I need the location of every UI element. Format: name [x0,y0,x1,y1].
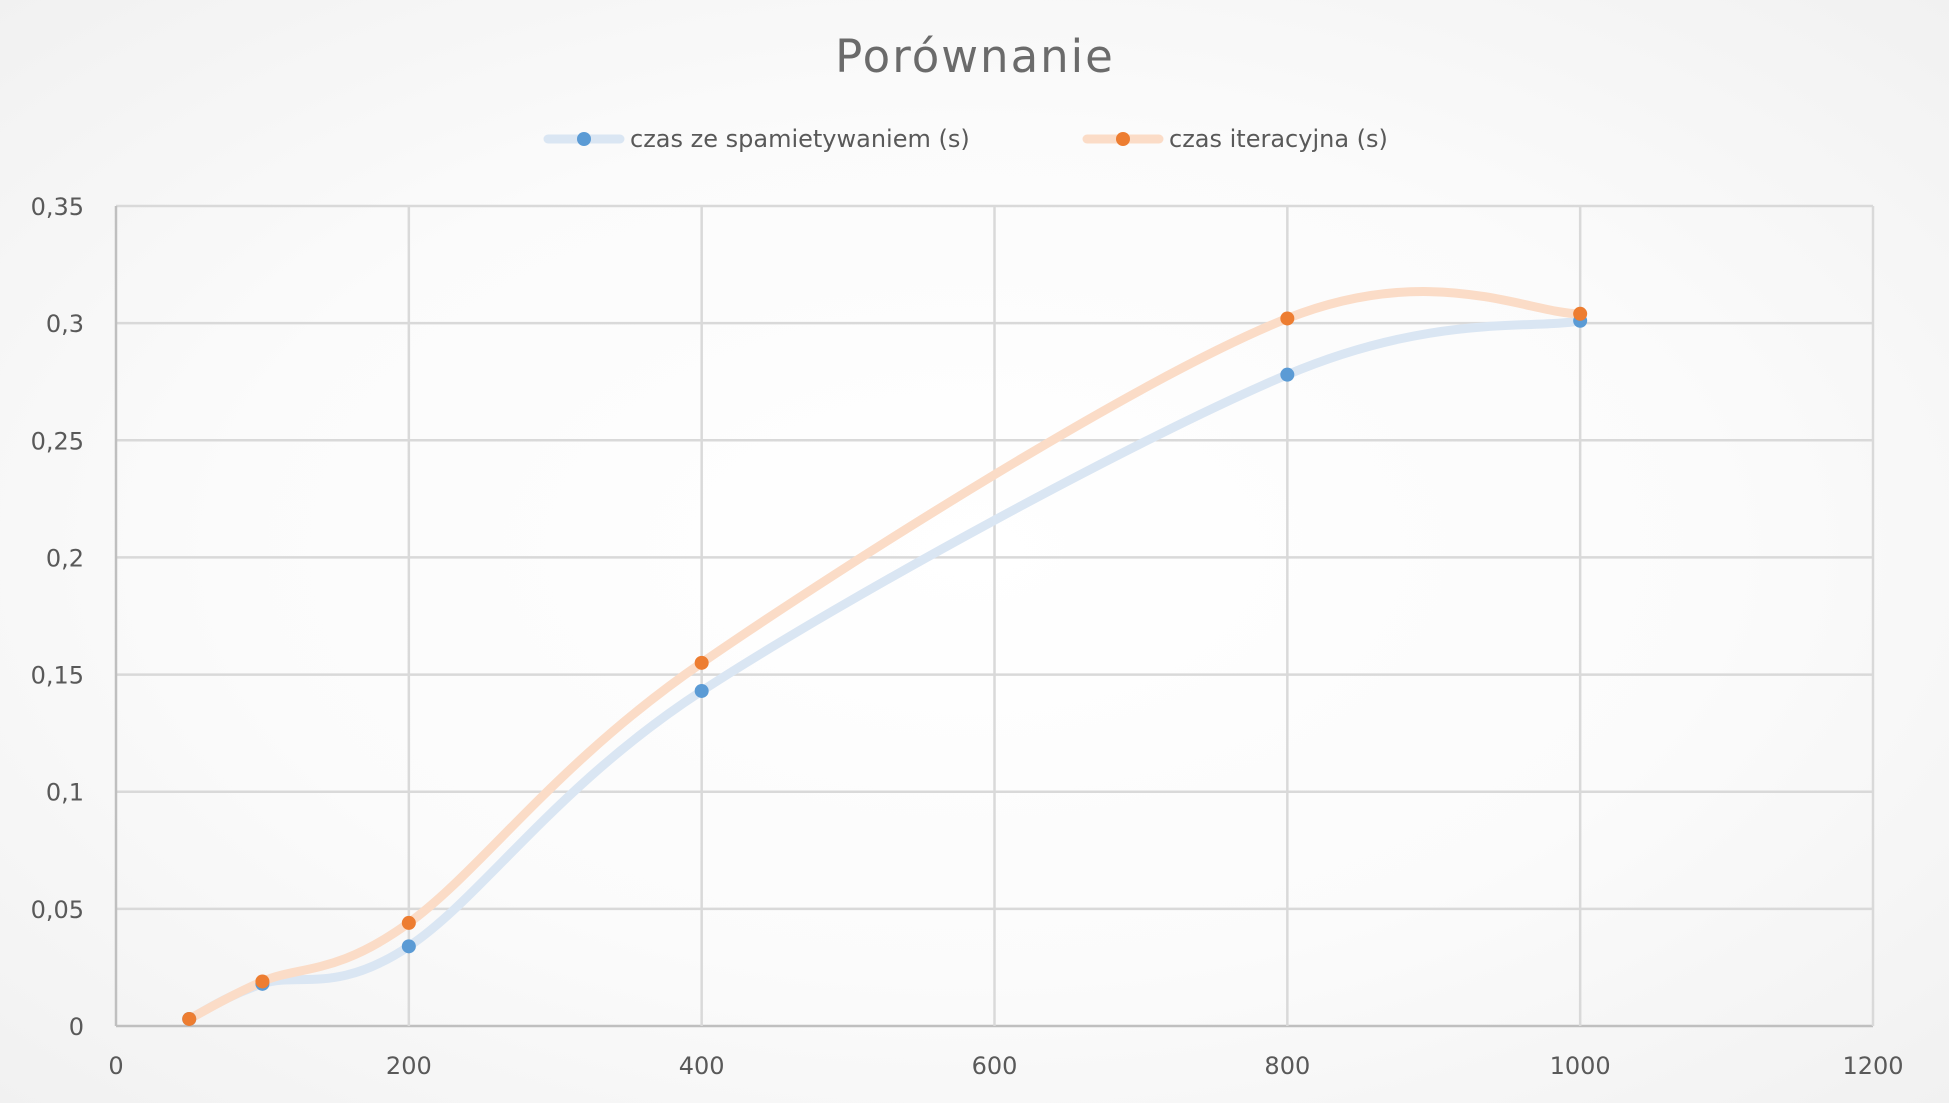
legend-marker [1116,132,1130,146]
legend-label: czas iteracyjna (s) [1169,125,1388,153]
x-tick-label: 1000 [1550,1052,1611,1080]
x-tick-label: 200 [386,1052,432,1080]
legend-label: czas ze spamietywaniem (s) [630,125,970,153]
x-tick-label: 400 [679,1052,725,1080]
y-tick-label: 0,25 [31,427,84,455]
data-point-series-1[interactable] [694,683,709,698]
y-axis-tick-labels: 0 0,05 0,1 0,15 0,2 0,25 0,3 0,35 [31,193,84,1041]
data-point-series-2[interactable] [401,915,416,930]
y-tick-label: 0,35 [31,193,84,221]
y-tick-label: 0,2 [46,544,84,572]
series-line-1 [184,316,1585,1024]
data-point-series-2[interactable] [182,1011,197,1026]
y-tick-label: 0,05 [31,896,84,924]
legend: czas ze spamietywaniem (s) czas iteracyjn… [543,125,1388,153]
chart-title: Porównanie [835,30,1115,83]
y-tick-label: 0,3 [46,310,84,338]
legend-item-1[interactable]: czas ze spamietywaniem (s) [543,125,970,153]
legend-item-2[interactable]: czas iteracyjna (s) [1082,125,1388,153]
series-points [182,306,1588,1026]
data-point-series-1[interactable] [1280,367,1295,382]
data-point-series-2[interactable] [694,655,709,670]
x-axis-tick-labels: 0 200 400 600 800 1000 1200 [108,1052,1903,1080]
data-point-series-1[interactable] [401,939,416,954]
x-tick-label: 1200 [1842,1052,1903,1080]
plot-grid [114,204,1875,1028]
data-point-series-2[interactable] [1280,311,1295,326]
x-tick-label: 0 [108,1052,123,1080]
y-tick-label: 0,15 [31,662,84,690]
x-tick-label: 800 [1264,1052,1310,1080]
y-tick-label: 0,1 [46,779,84,807]
y-tick-label: 0 [69,1013,84,1041]
data-point-series-2[interactable] [255,974,270,989]
x-tick-label: 600 [972,1052,1018,1080]
legend-marker [577,132,591,146]
data-point-series-2[interactable] [1573,306,1588,321]
